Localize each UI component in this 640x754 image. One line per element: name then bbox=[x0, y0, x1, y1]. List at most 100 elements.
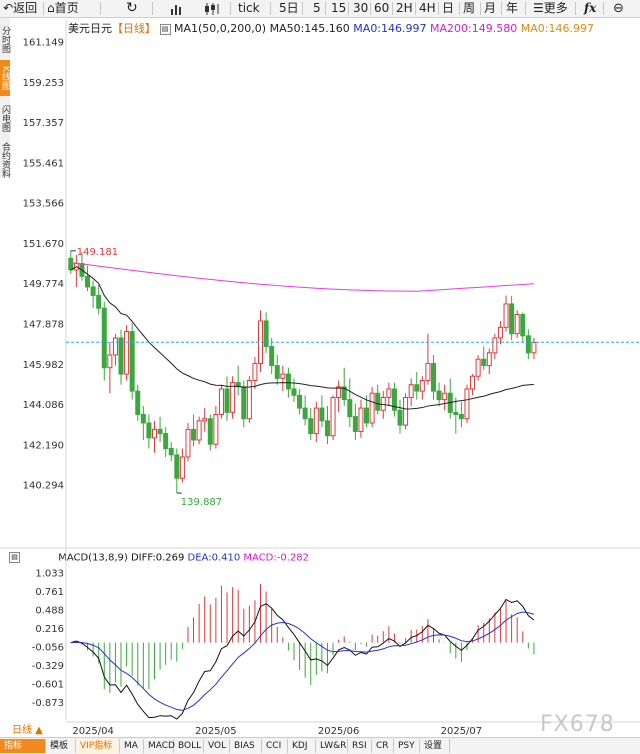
candle-body bbox=[391, 388, 397, 411]
period-30min[interactable]: 30 bbox=[353, 1, 369, 15]
separator bbox=[325, 2, 326, 15]
candle-body bbox=[430, 362, 436, 392]
candle-body bbox=[252, 362, 258, 381]
candle bbox=[202, 408, 208, 432]
candle-body bbox=[163, 433, 169, 449]
tab-kline[interactable]: K线图 bbox=[0, 60, 10, 96]
candle-body bbox=[202, 418, 208, 422]
candle bbox=[313, 401, 319, 443]
candle-body bbox=[369, 392, 375, 424]
candle-body bbox=[168, 447, 174, 456]
y-tick-label: 145.982 bbox=[23, 360, 64, 371]
candle-body bbox=[218, 388, 224, 415]
macd-y-tick-label: -0.329 bbox=[32, 661, 64, 672]
kdj-tab[interactable]: KDJ bbox=[288, 739, 316, 753]
ma0-label: MA0:146.997 bbox=[353, 22, 427, 35]
dif-line bbox=[70, 598, 535, 720]
cr-tab[interactable]: CR bbox=[372, 739, 394, 753]
bar-chart-icon[interactable] bbox=[170, 0, 184, 17]
candle-body bbox=[375, 392, 381, 411]
back-button[interactable]: ↶返回 bbox=[3, 1, 38, 15]
candle bbox=[364, 395, 370, 428]
menu-icon: ☰ bbox=[533, 1, 544, 15]
candle bbox=[470, 374, 476, 396]
period-switch-button[interactable]: 日线 ▲ bbox=[12, 725, 43, 736]
candle bbox=[425, 333, 431, 385]
separator bbox=[370, 2, 371, 15]
more-button[interactable]: ☰更多 bbox=[533, 1, 568, 15]
macd-y-tick-label: 0.488 bbox=[35, 606, 64, 617]
tab-lightning[interactable]: 闪电图 bbox=[0, 104, 10, 132]
macd-tab[interactable]: MACD bbox=[144, 739, 175, 753]
candle-body bbox=[269, 345, 275, 367]
period-week[interactable]: 周 bbox=[463, 1, 476, 15]
candle bbox=[140, 405, 146, 440]
y-tick-label: 140.294 bbox=[23, 481, 64, 492]
candle bbox=[280, 365, 286, 392]
period-year[interactable]: 年 bbox=[506, 1, 519, 15]
candle bbox=[90, 280, 96, 309]
candle-body bbox=[464, 388, 470, 420]
template-tab[interactable]: 模板 bbox=[46, 739, 76, 753]
separator bbox=[270, 2, 271, 15]
period-month[interactable]: 月 bbox=[484, 1, 497, 15]
period-4h[interactable]: 4H bbox=[419, 1, 436, 15]
vol-tab[interactable]: VOL bbox=[204, 739, 230, 753]
macd-value-label: MACD:-0.282 bbox=[243, 552, 309, 564]
candle-body bbox=[481, 358, 487, 367]
separator bbox=[480, 2, 481, 15]
candle-body bbox=[442, 392, 448, 401]
candle-body bbox=[151, 428, 157, 439]
candle bbox=[274, 354, 280, 385]
candle bbox=[101, 301, 107, 381]
x-tick-label: 2025/07 bbox=[441, 726, 483, 737]
candle-body bbox=[330, 396, 336, 437]
candle bbox=[252, 357, 258, 389]
cci-tab[interactable]: CCI bbox=[262, 739, 288, 753]
tab-contract-info[interactable]: 合约资料 bbox=[0, 142, 10, 178]
separator bbox=[43, 2, 44, 15]
zoom-out-icon[interactable]: ⊖ bbox=[613, 1, 624, 16]
tab-time-sharing[interactable]: 分时图 bbox=[0, 25, 10, 53]
macd-y-tick-label: 0.761 bbox=[35, 587, 64, 598]
ma-settings-icon[interactable]: ▤ bbox=[159, 23, 171, 35]
ma-params: MA1(50,0,200,0) bbox=[174, 22, 267, 35]
candlestick-icon[interactable] bbox=[204, 0, 220, 17]
macd-settings-icon[interactable]: ▤ bbox=[9, 552, 20, 563]
candle-body bbox=[425, 362, 431, 381]
formula-button[interactable]: fx bbox=[584, 1, 597, 15]
candle-body bbox=[263, 320, 269, 347]
candle bbox=[291, 378, 297, 402]
refresh-icon[interactable]: ↻ bbox=[126, 0, 138, 16]
candle bbox=[196, 416, 202, 445]
indicator-tab[interactable]: 指标 bbox=[0, 739, 46, 753]
candle bbox=[447, 378, 453, 419]
candle bbox=[146, 414, 152, 449]
boll-tab[interactable]: BOLL bbox=[174, 739, 204, 753]
period-15min[interactable]: 15 bbox=[331, 1, 347, 15]
settings-tab[interactable]: 设置 bbox=[420, 739, 450, 753]
candle-body bbox=[179, 456, 185, 479]
bias-tab[interactable]: BIAS bbox=[230, 739, 262, 753]
vip-indicator-tab[interactable]: VIP指标 bbox=[76, 739, 120, 753]
rsi-tab[interactable]: RSI bbox=[348, 739, 372, 753]
candle bbox=[369, 386, 375, 428]
period-day[interactable]: 日 bbox=[442, 1, 455, 15]
lwr-tab[interactable]: LW&R bbox=[316, 739, 348, 753]
symbol-name: 美元日元 bbox=[68, 22, 112, 35]
psy-tab[interactable]: PSY bbox=[394, 739, 420, 753]
home-button[interactable]: ⌂首页 bbox=[47, 1, 79, 15]
candle bbox=[163, 427, 169, 457]
period-5min[interactable]: 5 bbox=[313, 1, 321, 15]
period-5day[interactable]: 5日 bbox=[279, 1, 299, 15]
candle-body bbox=[492, 337, 498, 354]
ma-tab[interactable]: MA bbox=[120, 739, 144, 753]
period-2h[interactable]: 2H bbox=[396, 1, 413, 15]
candle bbox=[308, 408, 314, 440]
candle-body bbox=[364, 407, 370, 424]
tick-button[interactable]: tick bbox=[238, 1, 260, 15]
candle bbox=[492, 333, 498, 360]
y-tick-label: 159.253 bbox=[23, 78, 64, 89]
period-60min[interactable]: 60 bbox=[374, 1, 390, 15]
